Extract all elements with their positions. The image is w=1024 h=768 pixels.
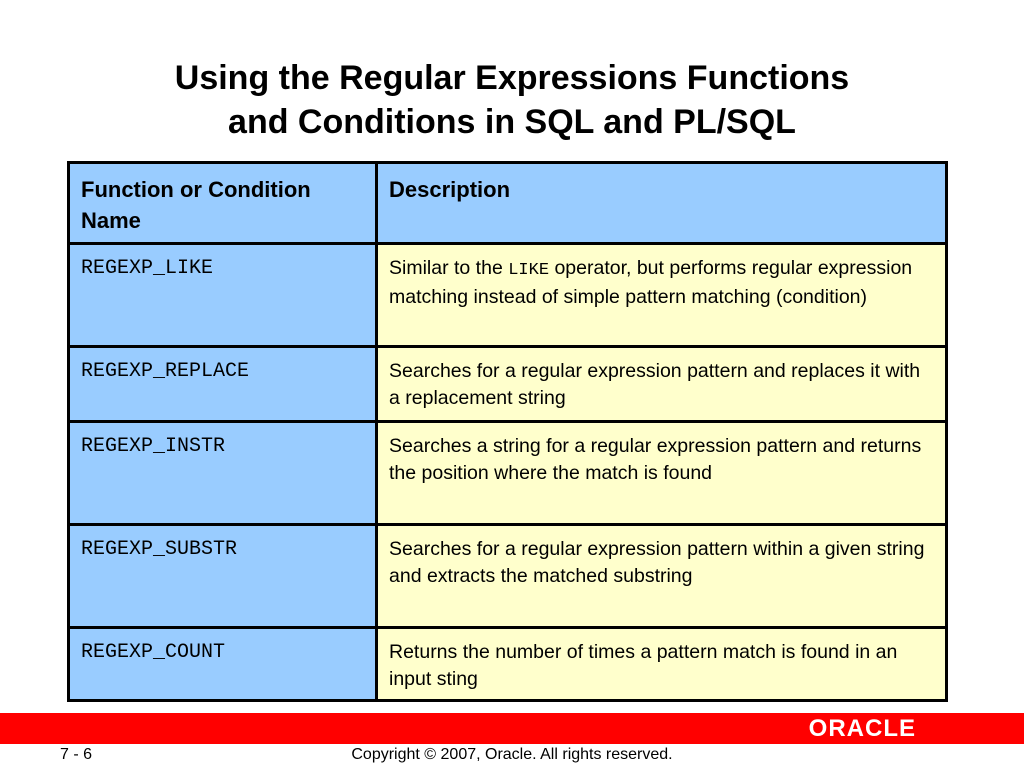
code-like: LIKE [508, 261, 550, 280]
header-name: Function or Condition Name [67, 161, 378, 245]
header-description: Description [375, 161, 948, 245]
function-description: Searches for a regular expression patter… [375, 523, 948, 629]
desc-text: Similar to the [389, 257, 509, 279]
table-header-row: Function or Condition Name Description [67, 161, 948, 245]
copyright: Copyright © 2007, Oracle. All rights res… [351, 746, 673, 763]
function-name: REGEXP_INSTR [67, 420, 378, 526]
table-row: REGEXP_LIKE Similar to the LIKE operator… [67, 242, 948, 348]
functions-table: Function or Condition Name Description R… [67, 161, 948, 702]
function-name: REGEXP_SUBSTR [67, 523, 378, 629]
page-number: 7 - 6 [60, 746, 93, 763]
slide-title: Using the Regular Expressions Functions … [0, 56, 1024, 144]
desc-text: operator, but performs regular expressio… [389, 257, 913, 308]
title-line-1: Using the Regular Expressions Functions [174, 59, 850, 97]
function-description: Searches a string for a regular expressi… [375, 420, 948, 526]
table-row: REGEXP_REPLACE Searches for a regular ex… [67, 345, 948, 423]
table-row: REGEXP_COUNT Returns the number of times… [67, 626, 948, 702]
function-description: Similar to the LIKE operator, but perfor… [375, 242, 948, 348]
footer-bar: ORACLE [0, 713, 1024, 744]
function-description: Searches for a regular expression patter… [375, 345, 948, 423]
function-description: Returns the number of times a pattern ma… [375, 626, 948, 702]
table-row: REGEXP_SUBSTR Searches for a regular exp… [67, 523, 948, 629]
function-name: REGEXP_LIKE [67, 242, 378, 348]
function-name: REGEXP_REPLACE [67, 345, 378, 423]
function-name: REGEXP_COUNT [67, 626, 378, 702]
title-line-2: and Conditions in SQL and PL/SQL [228, 103, 796, 141]
table-row: REGEXP_INSTR Searches a string for a reg… [67, 420, 948, 526]
oracle-logo: ORACLE [808, 715, 916, 742]
